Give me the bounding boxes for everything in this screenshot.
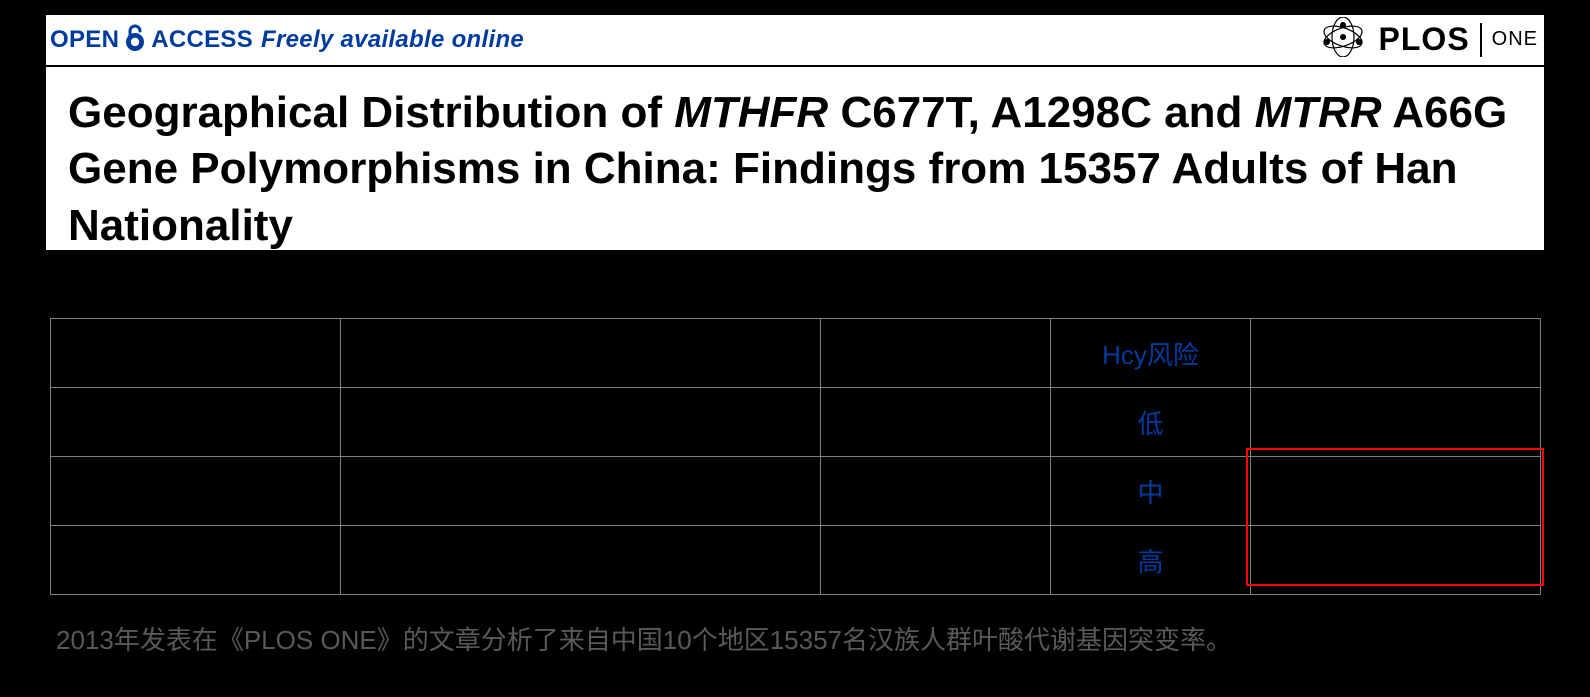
cell-ratio	[1251, 526, 1541, 595]
table-header-row: MTHFR基因型酶活性叶酸利用能力Hcy风险中国人群比例	[51, 319, 1541, 388]
open-access-lock-icon	[123, 23, 147, 60]
cell-genotype	[51, 457, 341, 526]
plos-brand: PLOS ONE	[1379, 21, 1538, 58]
open-access-access: ACCESS	[151, 26, 253, 54]
table-body: 低中高	[51, 388, 1541, 595]
title-gene-1: MTHFR	[674, 88, 828, 137]
cell-hcy: 高	[1051, 526, 1251, 595]
table-row: 高	[51, 526, 1541, 595]
paper-header-panel: OPEN ACCESS Freely available online	[46, 15, 1544, 250]
table-row: 中	[51, 457, 1541, 526]
caption-text: 2013年发表在《PLOS ONE》的文章分析了来自中国10个地区15357名汉…	[56, 620, 1232, 657]
col-header-genotype: MTHFR基因型	[51, 319, 341, 388]
col-header-hcy: Hcy风险	[1051, 319, 1251, 388]
journal-sub: ONE	[1492, 28, 1538, 51]
title-gene-2: MTRR	[1255, 88, 1382, 137]
journal-name: PLOS	[1379, 21, 1470, 58]
table-head: MTHFR基因型酶活性叶酸利用能力Hcy风险中国人群比例	[51, 319, 1541, 388]
cell-genotype	[51, 526, 341, 595]
col-header-activity: 酶活性	[341, 319, 821, 388]
cell-ratio	[1251, 388, 1541, 457]
cell-ratio	[1251, 457, 1541, 526]
cell-folate	[821, 457, 1051, 526]
open-access-tagline: Freely available online	[261, 26, 524, 54]
open-access-open: OPEN	[50, 26, 119, 54]
cell-folate	[821, 388, 1051, 457]
mthfr-table-wrap: MTHFR基因型酶活性叶酸利用能力Hcy风险中国人群比例 低中高	[50, 318, 1540, 595]
journal-top-bar: OPEN ACCESS Freely available online	[46, 15, 1544, 67]
mthfr-table: MTHFR基因型酶活性叶酸利用能力Hcy风险中国人群比例 低中高	[50, 318, 1541, 595]
cell-activity	[341, 388, 821, 457]
page-root: OPEN ACCESS Freely available online	[0, 0, 1590, 697]
plos-orbit-icon	[1319, 17, 1367, 62]
open-access-badge: OPEN ACCESS Freely available online	[50, 21, 524, 58]
cell-hcy: 中	[1051, 457, 1251, 526]
col-header-folate: 叶酸利用能力	[821, 319, 1051, 388]
title-seg-1: Geographical Distribution of	[68, 88, 674, 137]
title-seg-2: C677T, A1298C and	[828, 88, 1254, 137]
journal-divider	[1480, 23, 1482, 57]
cell-genotype	[51, 388, 341, 457]
table-row: 低	[51, 388, 1541, 457]
cell-activity	[341, 457, 821, 526]
cell-activity	[341, 526, 821, 595]
journal-logo: PLOS ONE	[1319, 17, 1538, 62]
cell-hcy: 低	[1051, 388, 1251, 457]
paper-title: Geographical Distribution of MTHFR C677T…	[46, 67, 1544, 254]
col-header-ratio: 中国人群比例	[1251, 319, 1541, 388]
cell-folate	[821, 526, 1051, 595]
